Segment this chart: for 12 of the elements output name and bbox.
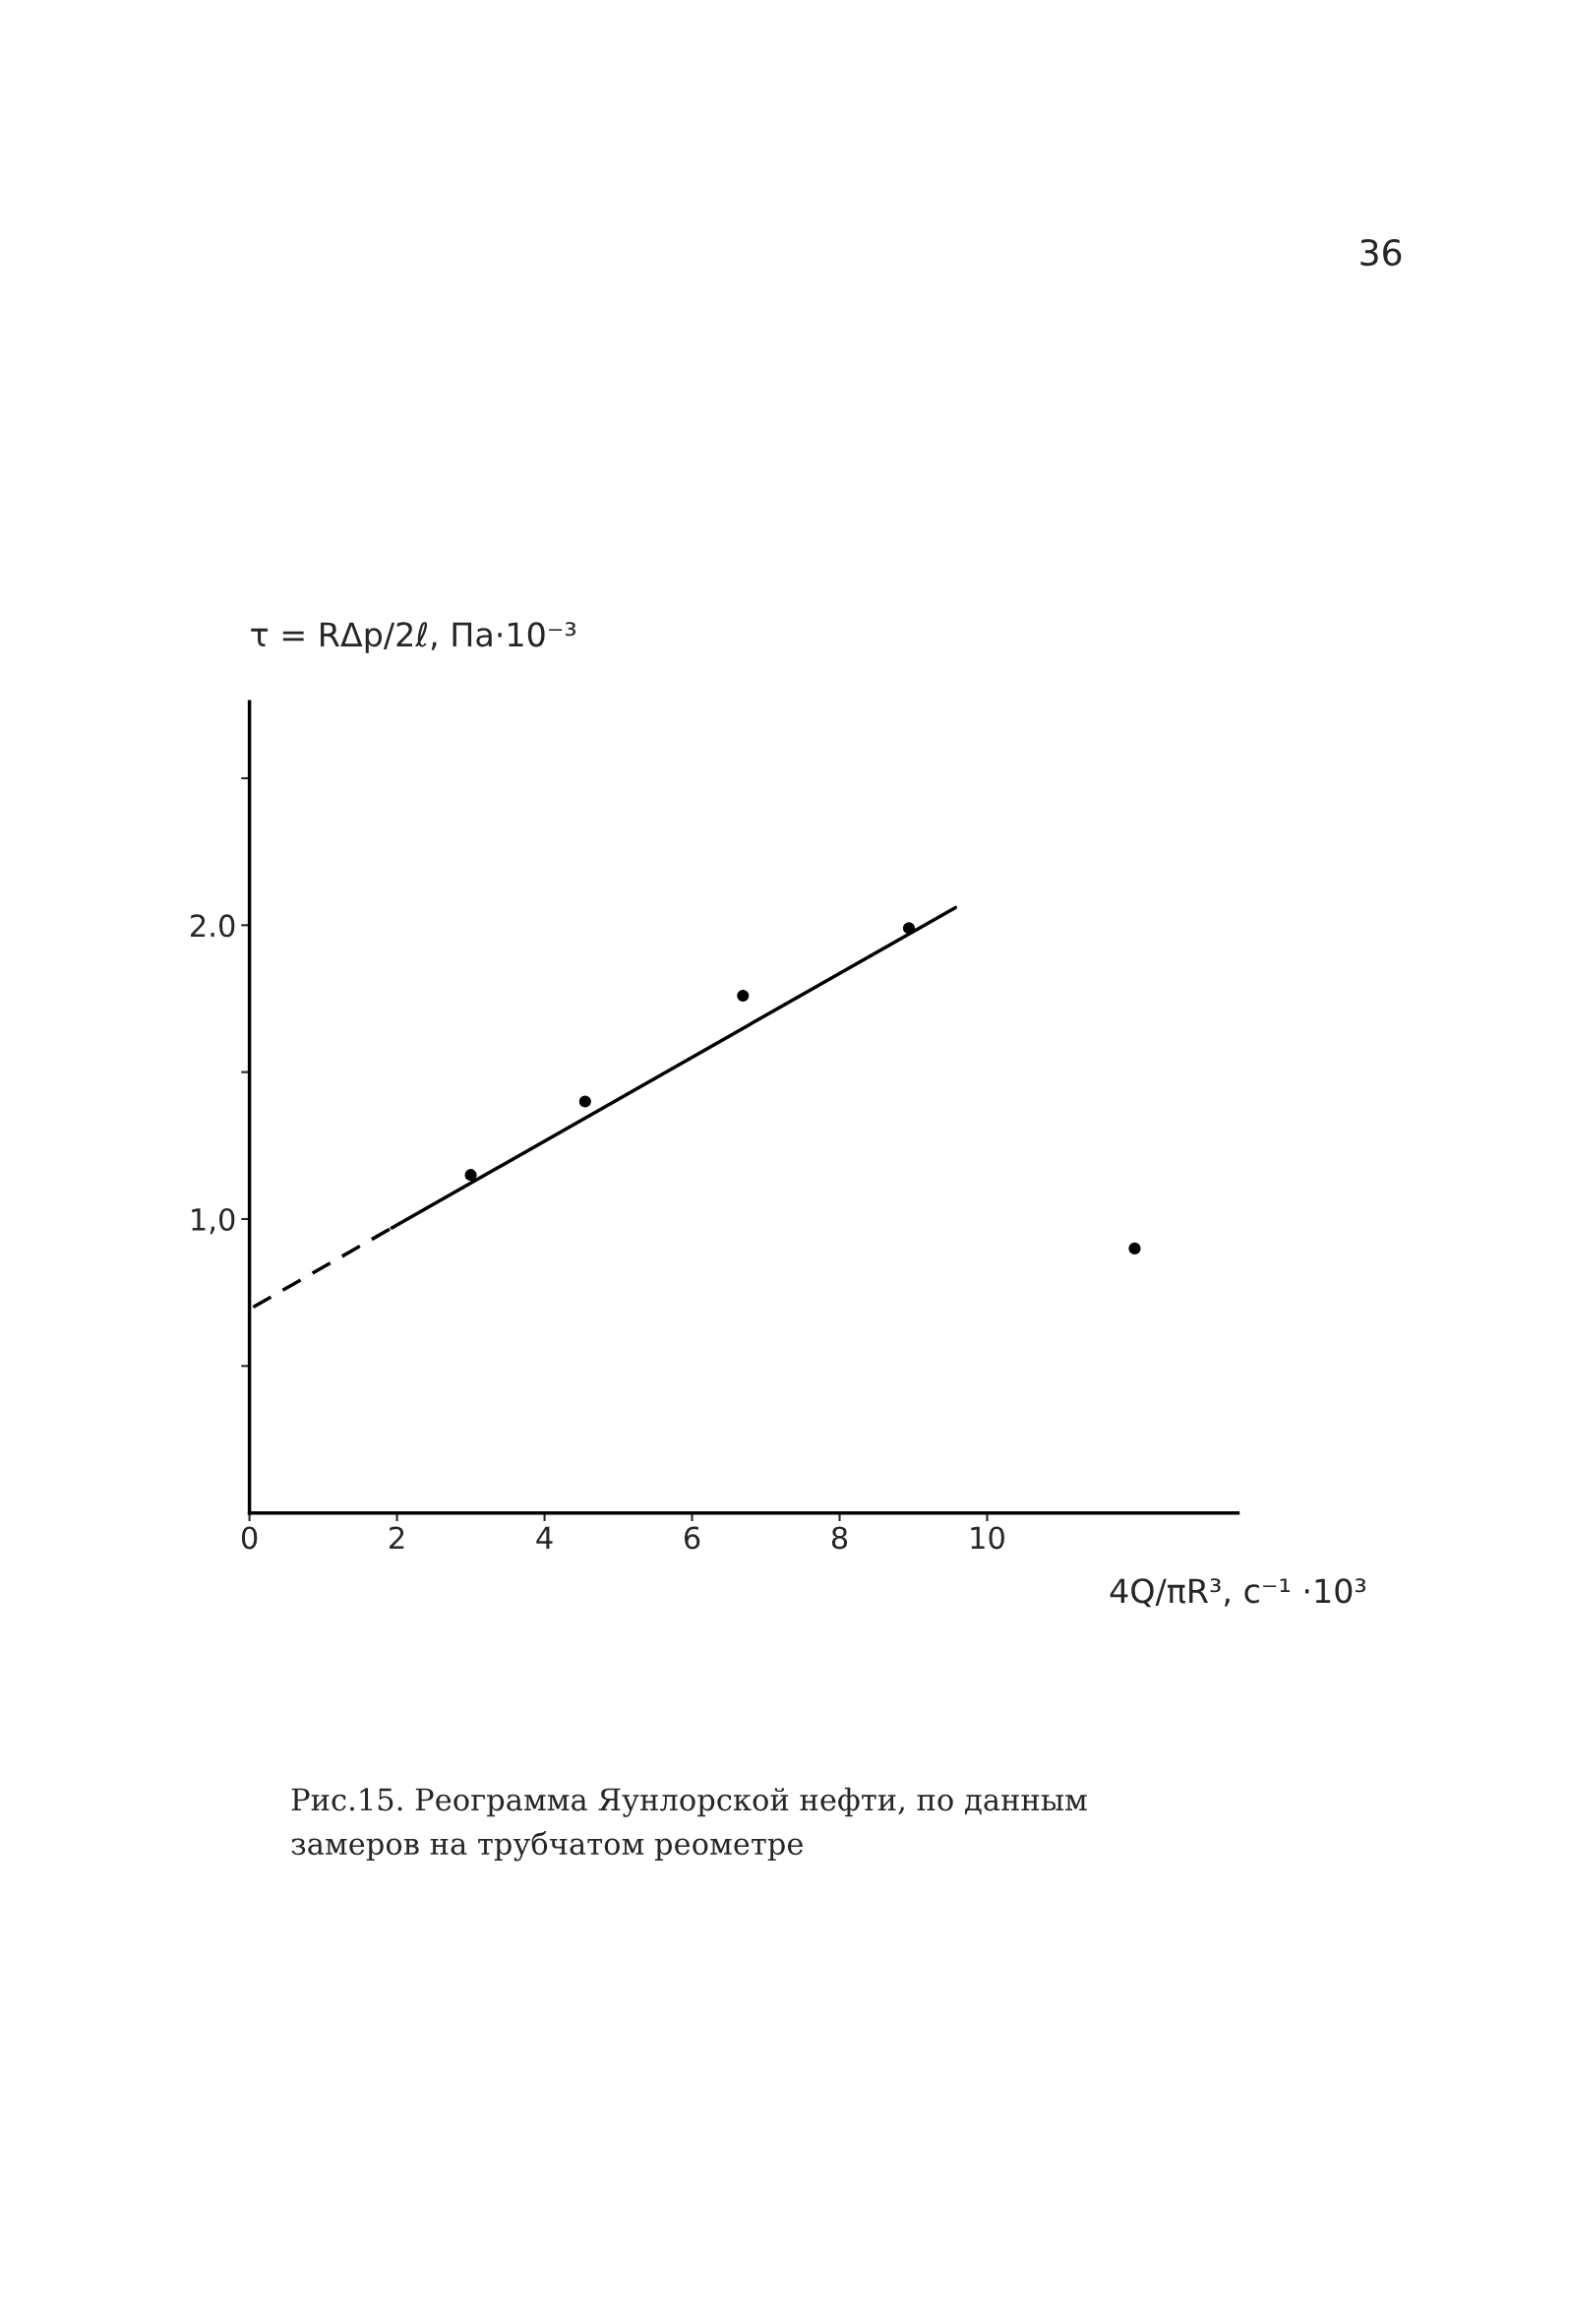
x-tick-label: 2 xyxy=(390,1526,404,1550)
x-tick-label: 4 xyxy=(536,1526,553,1550)
y-tick-label: 1,0 xyxy=(192,1207,235,1235)
text: 36 xyxy=(1360,238,1402,267)
x-tick-label: 6 xyxy=(684,1526,700,1550)
x-axis-title: 4Q/πR³, с⁻¹ ·10³ xyxy=(1110,1578,1366,1608)
x-tick-label: 10 xyxy=(971,1526,1004,1550)
text: Рис.15. Реограмма Яунлорской нефти, по данным замеров на трубчатом реометре xyxy=(291,1787,1087,1862)
x-tick-label: 0 xyxy=(241,1526,258,1550)
y-tick-label: 2.0 xyxy=(191,914,235,938)
y-axis-title: τ = RΔp/2ℓ, Па·10⁻³ xyxy=(251,622,576,653)
x-tick-label: 8 xyxy=(831,1526,848,1550)
